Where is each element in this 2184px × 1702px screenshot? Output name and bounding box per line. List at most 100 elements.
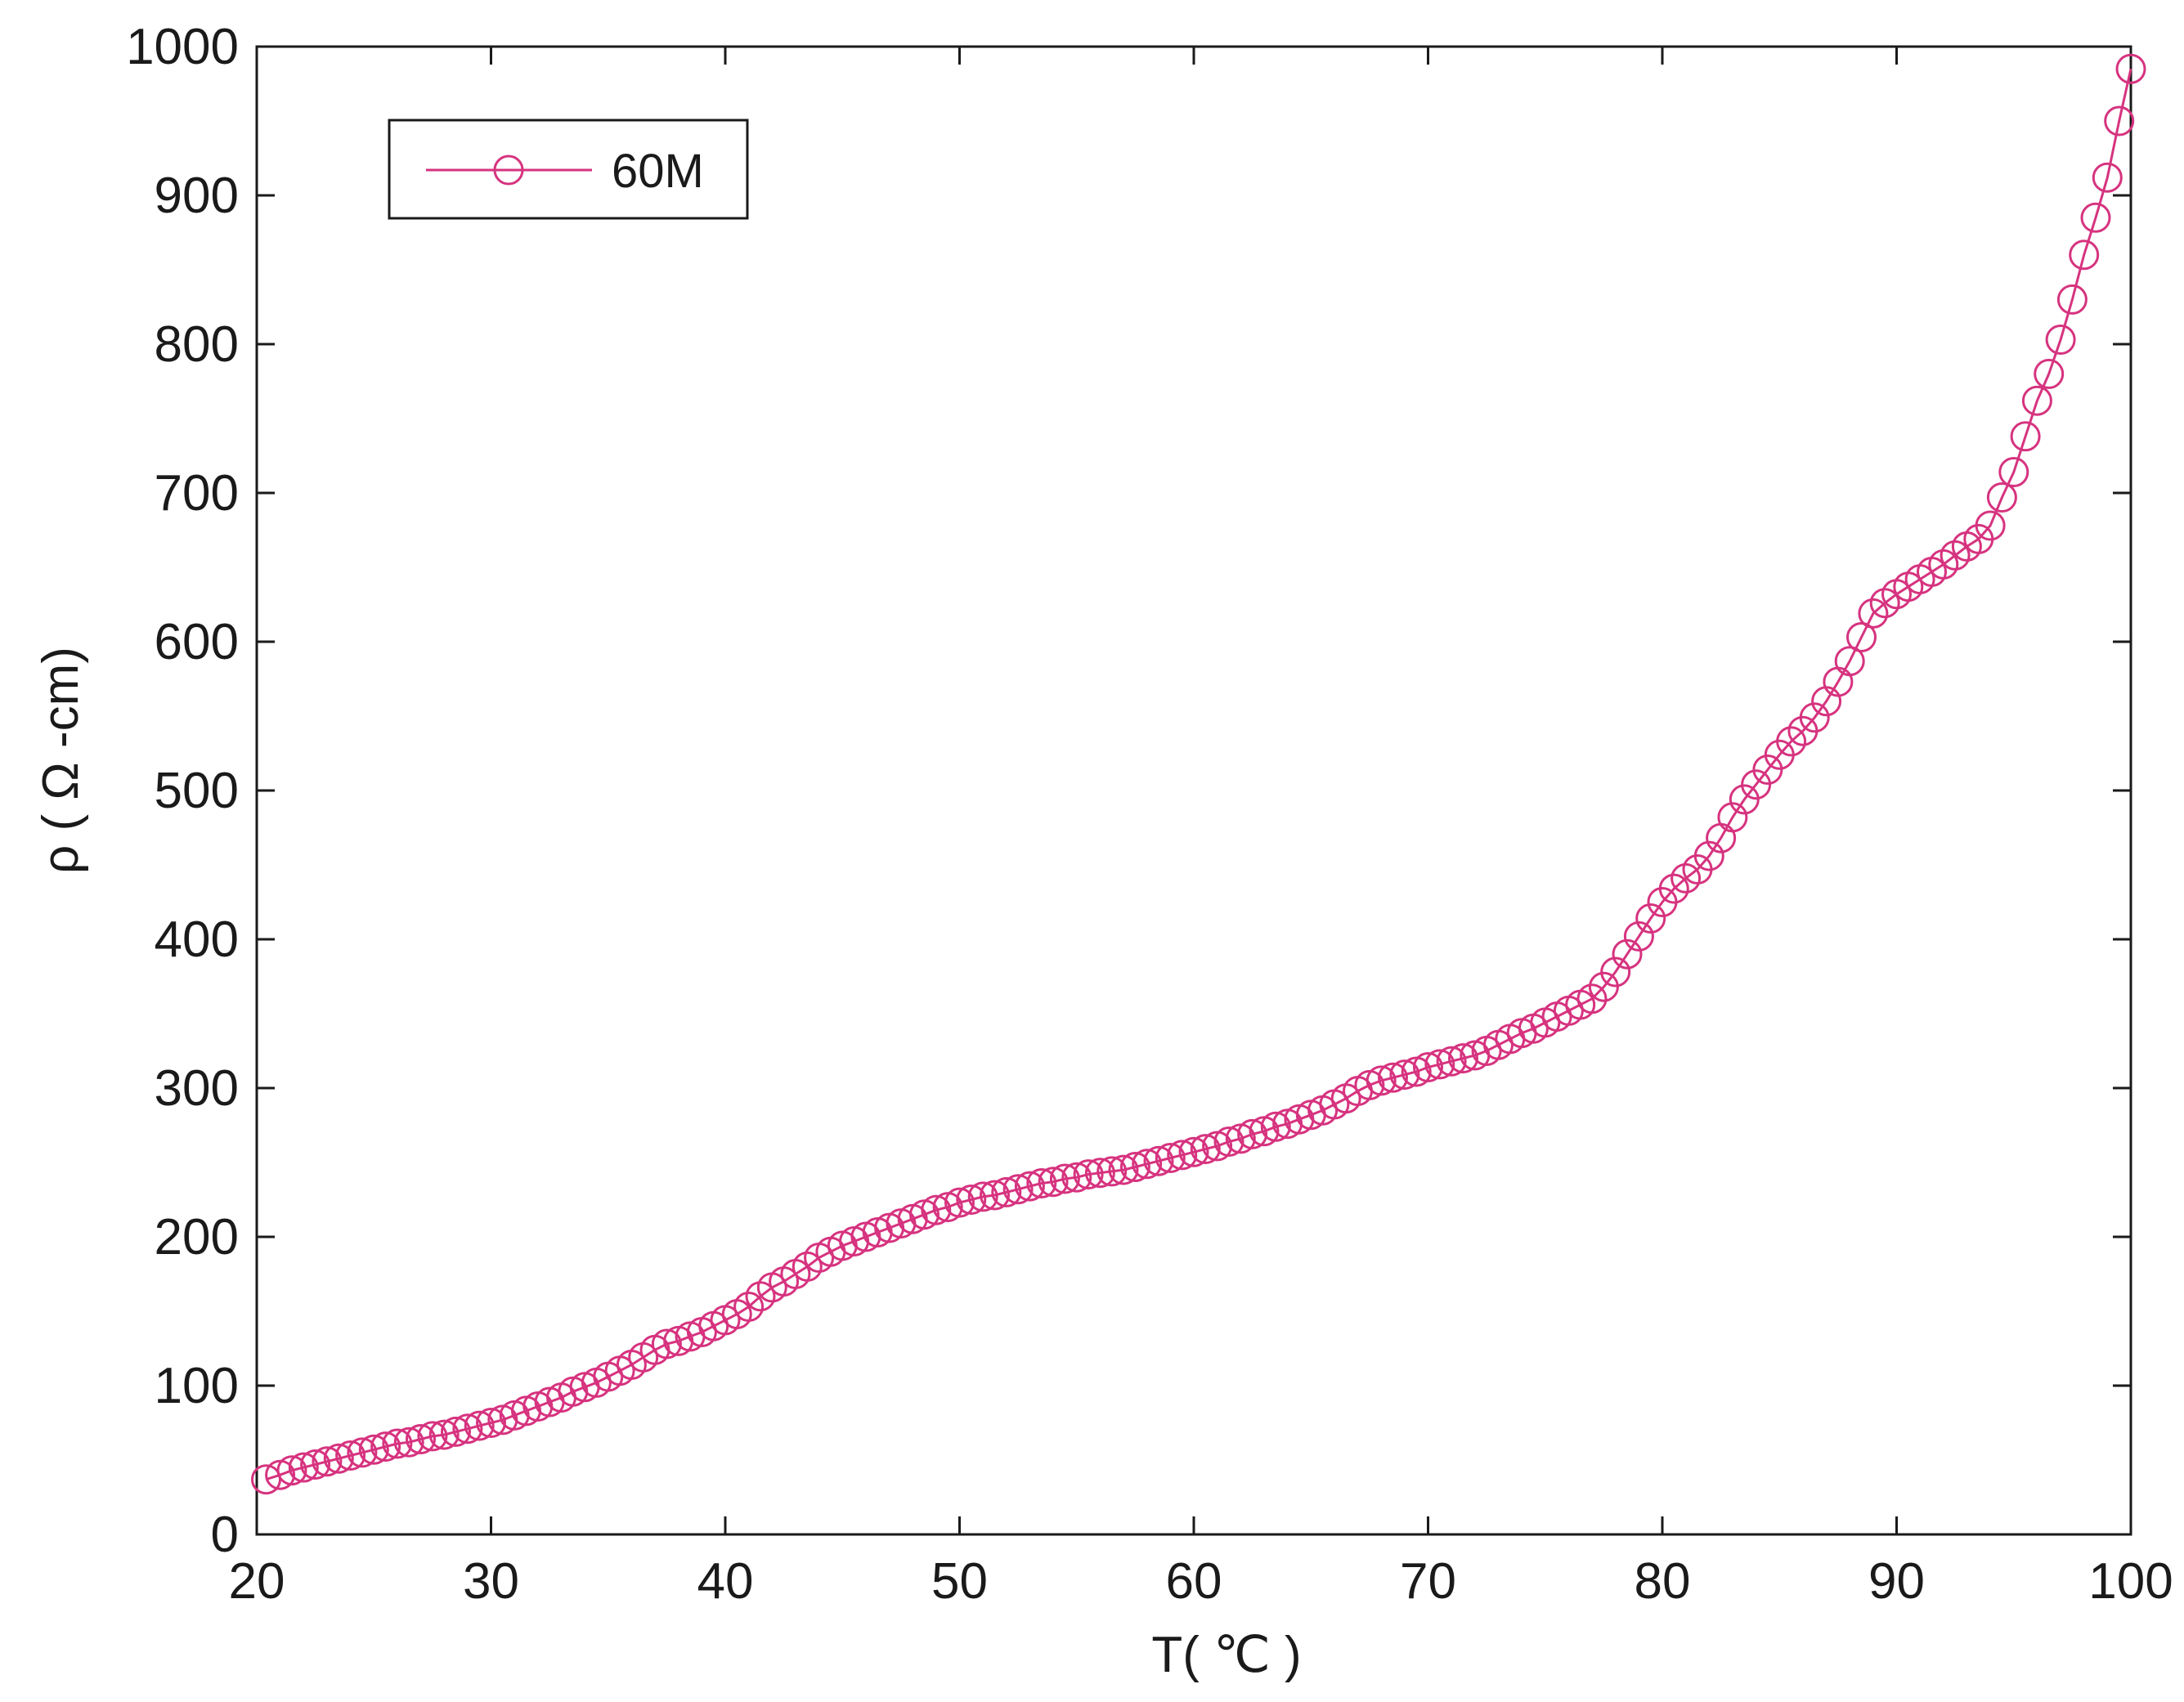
y-tick-label: 500	[155, 763, 239, 819]
data-point	[921, 1194, 952, 1225]
data-point	[1014, 1171, 1045, 1202]
x-tick-label: 70	[1400, 1553, 1456, 1610]
data-point	[1776, 726, 1807, 757]
data-point	[991, 1176, 1022, 1207]
x-tick-label: 60	[1166, 1553, 1222, 1610]
y-tick-label: 1000	[126, 19, 239, 75]
data-point	[1717, 802, 1748, 833]
data-point	[1998, 457, 2029, 487]
data-point	[1260, 1111, 1291, 1142]
data-point	[1002, 1174, 1034, 1205]
data-point	[1612, 938, 1643, 970]
data-point	[2034, 358, 2065, 389]
data-point	[1119, 1152, 1150, 1182]
data-point	[1413, 1052, 1443, 1082]
data-point	[1846, 622, 1877, 652]
data-point	[1799, 702, 1830, 733]
data-point	[452, 1413, 483, 1444]
data-point	[323, 1443, 354, 1474]
data-point	[288, 1452, 319, 1483]
data-point	[1448, 1043, 1478, 1074]
legend: 60M	[388, 119, 749, 220]
data-point	[406, 1424, 436, 1454]
data-point	[382, 1428, 413, 1459]
data-point	[967, 1181, 998, 1212]
x-tick-label: 100	[2088, 1553, 2173, 1610]
y-tick-label: 700	[155, 465, 239, 522]
y-tick-label: 200	[155, 1209, 239, 1265]
data-point	[2056, 284, 2088, 315]
data-point	[944, 1187, 975, 1218]
series-layer	[251, 53, 2146, 1495]
data-point	[1108, 1154, 1139, 1185]
data-point	[1389, 1059, 1420, 1091]
x-tick-label: 80	[1635, 1553, 1691, 1610]
data-point	[1658, 873, 1689, 904]
data-point	[1237, 1118, 1268, 1149]
data-point	[2092, 162, 2123, 193]
data-point	[347, 1437, 378, 1468]
data-point	[2010, 421, 2041, 452]
data-point	[2069, 240, 2100, 271]
data-point	[1132, 1149, 1163, 1180]
data-point	[1600, 956, 1631, 988]
y-tick-label: 100	[155, 1358, 239, 1414]
series-line-60m	[266, 68, 2132, 1481]
data-point	[464, 1410, 495, 1441]
plot-area: 20 30 40 50 60 70 80 90 100 0 100 200 300 400 500 600 7…	[126, 19, 2173, 1610]
y-tick-label: 400	[155, 911, 239, 968]
data-point	[2080, 202, 2111, 233]
y-axis: 0 100 200 300 400 500 600 700 800 900 1000	[126, 19, 2131, 1563]
data-point	[1635, 903, 1666, 934]
data-point	[2045, 325, 2076, 355]
data-point	[417, 1421, 448, 1452]
data-point	[956, 1185, 987, 1215]
data-point	[358, 1434, 389, 1465]
data-point	[370, 1431, 401, 1462]
y-tick-label: 900	[155, 168, 239, 224]
data-point	[2104, 105, 2135, 137]
data-point	[1576, 983, 1608, 1014]
data-point	[1986, 482, 2017, 513]
data-point	[441, 1416, 471, 1447]
data-point	[1155, 1143, 1186, 1173]
x-tick-label: 90	[1868, 1553, 1925, 1610]
data-point	[1834, 646, 1865, 677]
plot-frame	[255, 45, 2132, 1536]
data-point	[312, 1446, 343, 1477]
data-point	[335, 1440, 366, 1471]
data-point	[1378, 1062, 1408, 1093]
x-axis-label: T( ℃ )	[1151, 1627, 1301, 1683]
x-axis: 20 30 40 50 60 70 80 90 100	[229, 47, 2173, 1610]
data-point	[1049, 1163, 1080, 1194]
data-point	[1213, 1126, 1244, 1157]
data-point	[428, 1419, 460, 1450]
data-point	[1858, 598, 1889, 629]
legend-marker-sample	[493, 155, 524, 186]
data-point	[1623, 920, 1654, 952]
y-axis-label: ρ ( Ω -cm)	[33, 647, 89, 874]
data-point	[1073, 1159, 1104, 1190]
data-point	[1693, 840, 1724, 871]
data-point	[651, 1328, 682, 1359]
data-point	[1424, 1049, 1455, 1080]
data-point	[476, 1408, 506, 1438]
data-point	[393, 1427, 424, 1458]
data-point	[276, 1455, 307, 1486]
data-point	[1084, 1158, 1115, 1189]
data-point	[2115, 53, 2146, 84]
data-point	[1061, 1162, 1092, 1193]
legend-entry-60m: 60M	[612, 145, 704, 198]
data-point	[1869, 588, 1900, 619]
data-point	[2021, 385, 2052, 416]
data-point	[1190, 1134, 1221, 1165]
data-point	[300, 1449, 331, 1480]
data-point	[1436, 1046, 1467, 1077]
y-tick-label: 800	[155, 316, 239, 373]
data-point	[1940, 540, 1971, 571]
data-point	[745, 1281, 776, 1312]
data-point	[1143, 1145, 1174, 1176]
data-point	[980, 1180, 1010, 1211]
x-tick-label: 20	[229, 1553, 285, 1610]
